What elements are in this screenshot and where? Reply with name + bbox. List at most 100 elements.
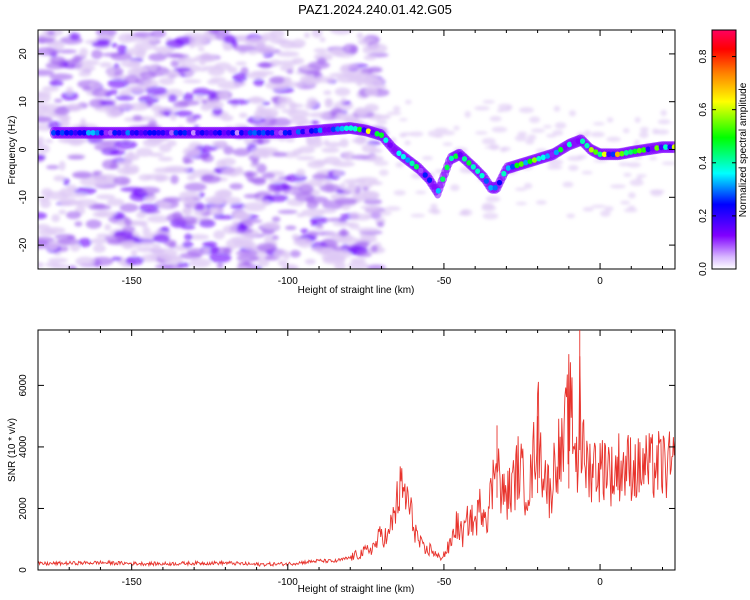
noise-blob (482, 99, 495, 104)
noise-blob (122, 225, 136, 233)
noise-blob (489, 115, 502, 122)
noise-blob (332, 246, 345, 251)
noise-blob (156, 201, 171, 209)
noise-blob (308, 112, 332, 118)
noise-blob (600, 210, 611, 217)
noise-blob (38, 212, 47, 220)
noise-blob (305, 196, 329, 204)
noise-blob (525, 139, 535, 145)
noise-blob (272, 151, 288, 158)
ridge-cell (116, 129, 122, 136)
noise-blob (661, 161, 675, 166)
noise-blob (592, 122, 605, 126)
noise-blob (164, 71, 181, 78)
ridge-cell (378, 132, 385, 138)
noise-blob (38, 93, 51, 104)
ridge-cell (208, 129, 214, 136)
noise-blob (535, 200, 547, 205)
noise-blob (330, 107, 342, 114)
noise-blob (440, 130, 456, 136)
noise-blob (291, 233, 300, 240)
noise-blob (116, 103, 129, 110)
snr-frame (37, 329, 676, 571)
noise-blob (173, 67, 192, 72)
ridge-cell (488, 184, 494, 191)
noise-blob (166, 213, 183, 223)
noise-blob (46, 164, 60, 170)
ridge-cell (221, 129, 227, 136)
noise-blob (330, 48, 345, 57)
noise-blob (269, 117, 292, 127)
noise-blob (340, 63, 360, 70)
figure-title: PAZ1.2024.240.01.42.G05 (298, 2, 452, 17)
noise-blob (393, 190, 406, 196)
ridge-cell (396, 150, 402, 157)
ridge-cell (112, 129, 118, 136)
noise-blob (160, 226, 170, 233)
noise-blob (501, 146, 511, 152)
noise-blob (189, 258, 211, 268)
ridge-cell (540, 154, 546, 161)
noise-blob (104, 223, 112, 231)
noise-blob (331, 161, 355, 167)
noise-blob (170, 174, 179, 185)
noise-blob (657, 119, 671, 125)
noise-blob (581, 170, 593, 175)
noise-blob (289, 101, 297, 111)
ridge-cell (593, 149, 599, 155)
noise-blob (311, 173, 328, 180)
noise-blob (95, 194, 116, 200)
ridge-cell (120, 129, 127, 136)
noise-blob (248, 50, 258, 55)
noise-blob (261, 152, 270, 159)
ridge-cell (317, 127, 323, 134)
noise-blob (110, 51, 133, 61)
noise-blob (273, 104, 287, 109)
ridge-cell (475, 168, 481, 174)
noise-blob (235, 265, 258, 269)
noise-blob (82, 86, 93, 92)
noise-blob (321, 147, 340, 153)
ridge-cell (374, 131, 380, 137)
noise-blob (142, 226, 151, 237)
noise-blob (339, 138, 349, 148)
ridge-cell (400, 153, 406, 160)
ridge-cell (409, 160, 415, 167)
noise-blob (332, 170, 343, 176)
noise-blob (165, 167, 189, 174)
noise-blob (660, 109, 667, 117)
ridge-cell (365, 128, 371, 134)
noise-blob (124, 74, 140, 85)
noise-blob (345, 71, 370, 78)
ridge-cell (671, 144, 675, 150)
noise-blob (38, 37, 55, 44)
noise-blob (261, 199, 271, 206)
noise-blob (201, 99, 208, 105)
noise-blob (132, 31, 155, 38)
ridge-cell (322, 127, 328, 133)
ridge-cell (597, 151, 603, 158)
noise-blob (200, 103, 213, 112)
ridge-cell (348, 125, 354, 131)
noise-blob (61, 91, 79, 101)
x-tick-label: -50 (437, 276, 452, 287)
noise-blob (515, 201, 528, 206)
noise-blob (164, 255, 184, 266)
noise-blob (240, 219, 263, 224)
noise-blob (251, 158, 260, 166)
noise-blob (66, 86, 74, 95)
ridge-cell (649, 145, 656, 152)
noise-blob (38, 154, 46, 160)
noise-blob (49, 79, 64, 87)
noise-blob (236, 254, 260, 262)
noise-blob (304, 258, 316, 265)
ridge-cell (628, 149, 634, 155)
noise-blob (243, 193, 261, 199)
noise-blob (365, 208, 379, 215)
noise-blob (153, 46, 176, 53)
noise-blob (623, 208, 638, 213)
ridge-cell (238, 129, 245, 136)
ridge-cell (160, 129, 166, 136)
noise-blob (209, 253, 232, 263)
noise-blob (404, 99, 412, 105)
